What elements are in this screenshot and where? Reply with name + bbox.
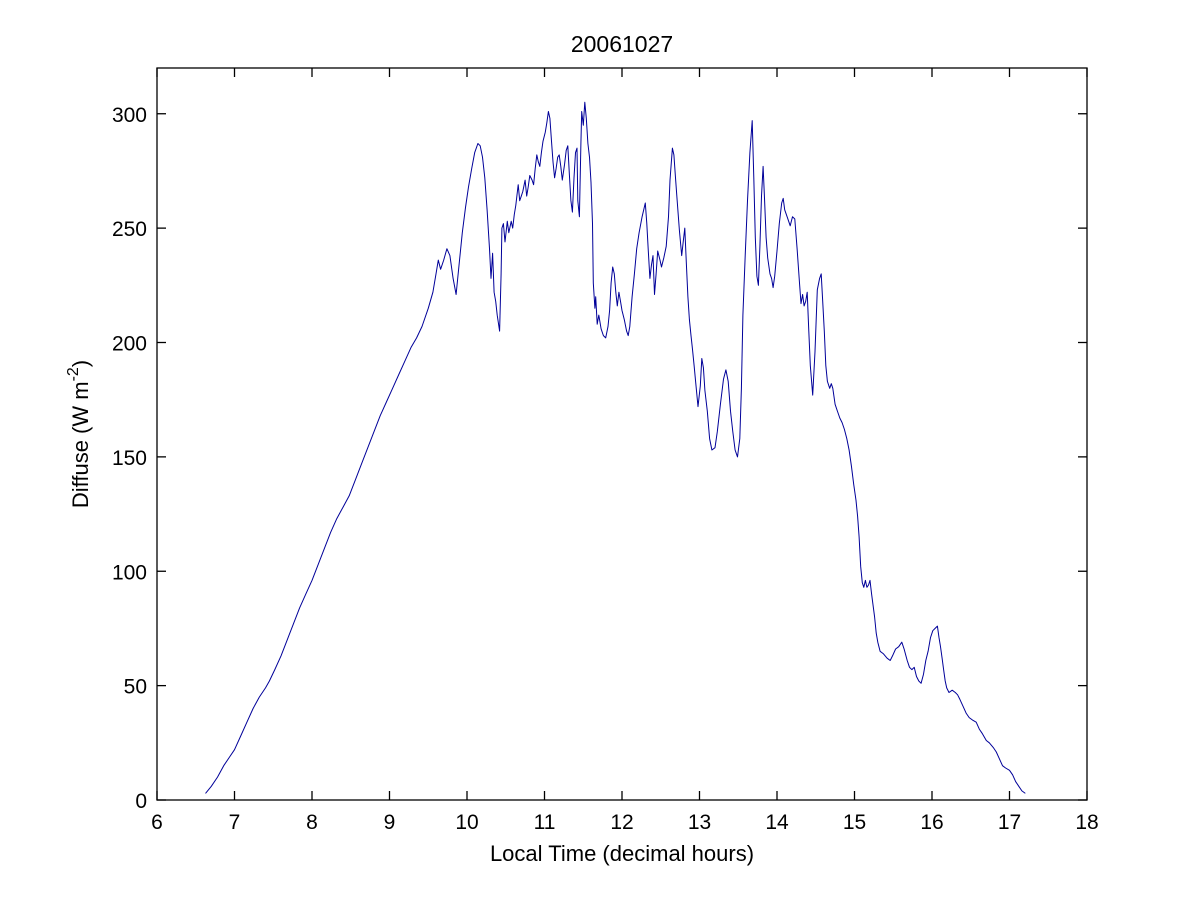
x-tick-label: 10 <box>455 811 478 834</box>
x-tick-label: 9 <box>384 811 396 834</box>
x-tick-label: 6 <box>151 811 163 834</box>
y-tick-label: 250 <box>112 218 147 241</box>
x-tick-label: 17 <box>998 811 1021 834</box>
y-axis-label-base: Diffuse (W m <box>68 381 93 508</box>
x-tick-label: 12 <box>610 811 633 834</box>
x-tick-label: 13 <box>688 811 711 834</box>
x-tick-label: 16 <box>920 811 943 834</box>
y-tick-label: 100 <box>112 561 147 584</box>
x-tick-label: 8 <box>306 811 318 834</box>
y-tick-label: 300 <box>112 104 147 127</box>
y-tick-label: 150 <box>112 447 147 470</box>
axis-ticks <box>156 68 1088 801</box>
x-tick-label: 14 <box>765 811 789 834</box>
y-axis-label-superscript: -2 <box>65 367 82 381</box>
y-tick-label: 50 <box>124 676 147 699</box>
chart-title: 20061027 <box>571 31 673 57</box>
x-axis-label: Local Time (decimal hours) <box>490 841 754 866</box>
x-tick-label: 11 <box>534 811 556 834</box>
data-series <box>205 101 1026 794</box>
plot-line-diffuse-irradiance <box>205 101 1026 794</box>
y-axis-label-close: ) <box>68 360 93 367</box>
x-tick-label: 18 <box>1075 811 1098 834</box>
y-tick-label: 0 <box>135 790 147 813</box>
y-axis-label: Diffuse (W m-2) <box>65 360 93 508</box>
x-tick-label: 7 <box>229 811 241 834</box>
axis-tick-labels: 6 7 8 9 10 11 12 13 14 15 16 17 18 0 50 100 150 200 250 300 <box>112 104 1099 834</box>
x-tick-label: 15 <box>843 811 866 834</box>
y-tick-label: 200 <box>112 333 147 356</box>
